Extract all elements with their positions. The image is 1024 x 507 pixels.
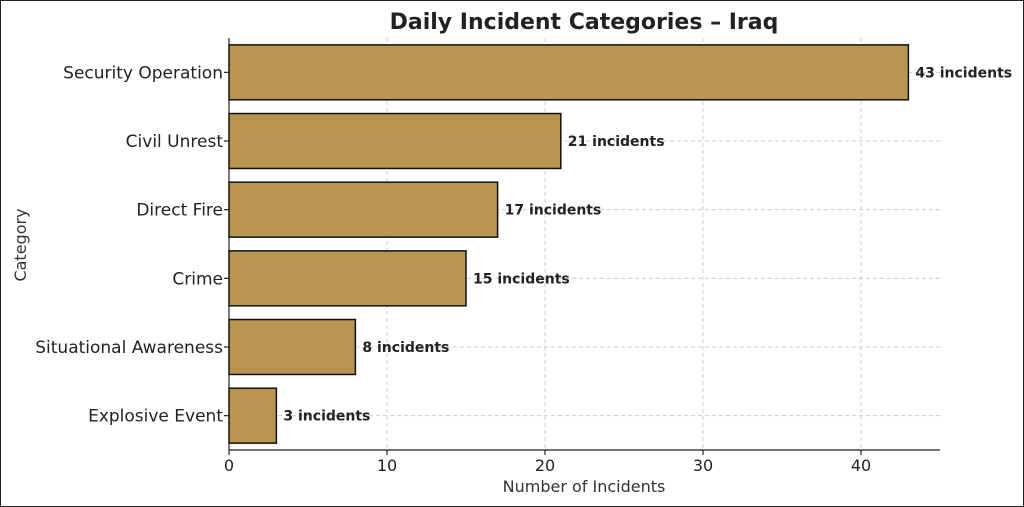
y-tick-label: Crime — [172, 269, 223, 289]
bar-data-label: 8 incidents — [362, 340, 449, 356]
y-tick-label: Situational Awareness — [35, 338, 223, 358]
bar-data-label: 17 incidents — [505, 203, 602, 219]
bar-direct-fire — [228, 181, 499, 238]
x-tick-label: 10 — [377, 456, 397, 475]
grid-layer — [229, 38, 940, 450]
x-tick-label: 20 — [535, 456, 555, 475]
bar-civil-unrest — [228, 112, 562, 170]
chart-title: Daily Incident Categories – Iraq — [390, 10, 779, 35]
bar-layer — [228, 44, 910, 444]
y-axis-label: Category — [11, 208, 30, 281]
y-tick-label: Civil Unrest — [126, 132, 224, 152]
y-tick-label: Direct Fire — [136, 201, 223, 221]
y-tick-label: Security Operation — [63, 63, 223, 83]
bar-security-operation — [228, 44, 910, 101]
bar-data-label: 3 incidents — [283, 409, 370, 425]
y-tick-label: Explosive Event — [88, 407, 223, 427]
x-tick-layer: 0 10 20 30 40 — [224, 71, 871, 475]
label-layer: Security Operation 43 incidents Civil Unre… — [35, 63, 1012, 426]
bar-situational-awareness — [228, 318, 357, 376]
bar-crime — [228, 250, 467, 307]
x-tick-label: 0 — [224, 456, 234, 475]
bar-data-label: 21 incidents — [568, 134, 665, 150]
x-tick-label: 40 — [851, 456, 871, 475]
bar-data-label: 15 incidents — [473, 271, 570, 287]
bar-explosive-event — [228, 387, 278, 444]
x-axis-label: Number of Incidents — [503, 477, 666, 496]
x-tick-label: 30 — [693, 456, 713, 475]
bar-data-label: 43 incidents — [915, 65, 1012, 81]
